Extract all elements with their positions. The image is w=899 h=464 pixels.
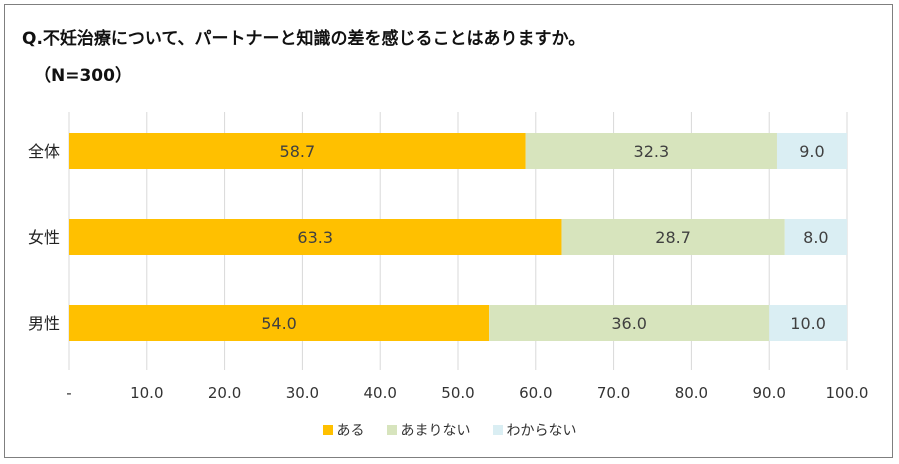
- legend-swatch: [386, 425, 397, 435]
- data-label: 10.0: [790, 314, 826, 333]
- chart-title: Q.不妊治療について、パートナーと知識の差を感じることはありますか。: [22, 29, 586, 49]
- data-label: 9.0: [799, 142, 824, 161]
- x-tick-label: 60.0: [519, 384, 552, 402]
- x-tick-label: 40.0: [363, 384, 396, 402]
- x-tick-label: 10.0: [130, 384, 163, 402]
- legend-label: わからない: [506, 423, 577, 439]
- chart-legend: ある あまりない わからない: [0, 420, 899, 440]
- data-label: 28.7: [655, 228, 691, 247]
- legend-item: あまりない: [386, 420, 471, 440]
- bar-segment: [525, 133, 777, 169]
- category-label: 全体: [28, 142, 60, 161]
- legend-label: あまりない: [400, 423, 471, 439]
- data-label: 58.7: [280, 142, 316, 161]
- x-tick-label: 100.0: [826, 384, 869, 402]
- x-tick-label: 70.0: [597, 384, 630, 402]
- legend-swatch: [492, 425, 503, 435]
- legend-label: ある: [336, 423, 365, 439]
- bar-segment: [784, 219, 847, 255]
- legend-swatch: [322, 425, 333, 435]
- bar-segment: [489, 305, 770, 341]
- bar-segment: [769, 305, 847, 341]
- data-label: 8.0: [803, 228, 828, 247]
- bar-segment: [69, 219, 562, 255]
- data-label: 32.3: [634, 142, 670, 161]
- x-tick-label: 80.0: [675, 384, 708, 402]
- x-tick-label: 30.0: [286, 384, 319, 402]
- legend-item: ある: [322, 420, 365, 440]
- bar-segment: [776, 133, 847, 169]
- x-tick-label: 20.0: [208, 384, 241, 402]
- data-label: 54.0: [261, 314, 297, 333]
- category-label: 女性: [28, 228, 60, 247]
- category-label: 男性: [28, 314, 60, 333]
- data-label: 63.3: [297, 228, 333, 247]
- x-tick-label: -: [66, 384, 71, 402]
- bar-segment: [69, 133, 526, 169]
- chart-subtitle: （N=300）: [34, 66, 132, 86]
- legend-item: わからない: [492, 420, 577, 440]
- data-label: 36.0: [611, 314, 647, 333]
- bar-segment: [561, 219, 785, 255]
- x-tick-label: 50.0: [441, 384, 474, 402]
- bar-segment: [69, 305, 490, 341]
- x-tick-label: 90.0: [752, 384, 785, 402]
